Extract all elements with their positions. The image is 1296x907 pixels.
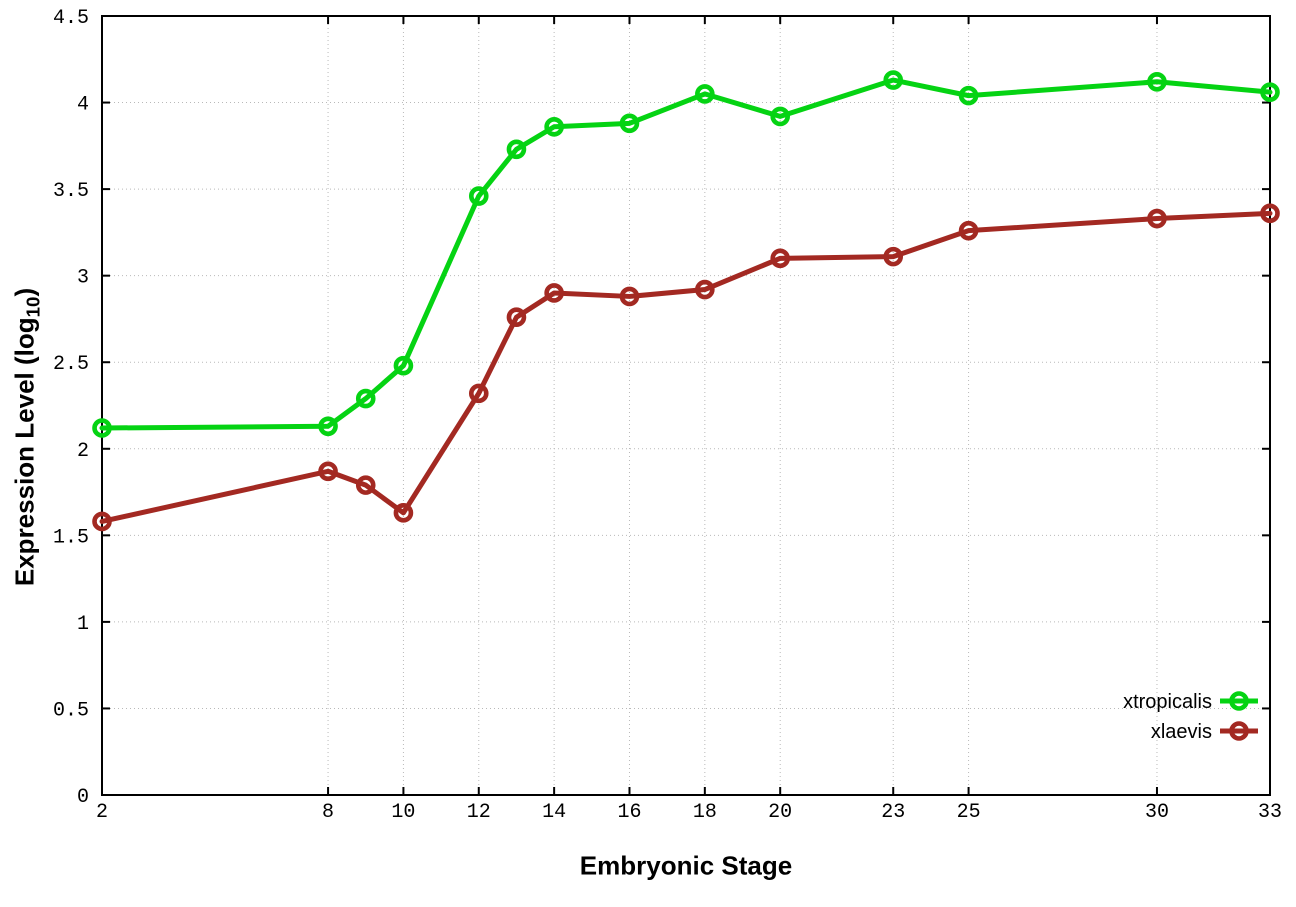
x-tick-label: 30	[1145, 801, 1169, 824]
data-point-xtropicalis	[883, 70, 904, 90]
data-point-xtropicalis	[770, 106, 790, 127]
data-point-xlaevis	[393, 503, 414, 523]
data-point-xtropicalis	[1260, 82, 1280, 102]
x-tick-label: 10	[391, 801, 415, 824]
x-tick-label: 16	[617, 801, 641, 824]
data-point-xlaevis	[1260, 203, 1280, 224]
data-point-xlaevis	[695, 279, 715, 300]
data-point-xtropicalis	[1147, 71, 1167, 92]
data-point-xtropicalis	[393, 355, 414, 376]
data-point-xtropicalis	[468, 186, 489, 206]
data-point-xtropicalis	[619, 113, 640, 134]
x-tick-label: 18	[693, 801, 717, 824]
data-point-xlaevis	[355, 475, 376, 495]
data-point-xlaevis	[619, 286, 640, 307]
y-tick-label: 2.5	[53, 353, 89, 376]
y-axis-title: Expression Level (log10)	[9, 288, 44, 586]
y-tick-label: 1	[77, 613, 89, 636]
x-tick-label: 8	[322, 801, 334, 824]
data-point-xlaevis	[544, 283, 564, 303]
x-tick-label: 14	[542, 801, 566, 824]
x-axis-title: Embryonic Stage	[579, 850, 793, 881]
data-point-xtropicalis	[506, 139, 527, 160]
data-point-xlaevis	[506, 307, 527, 328]
plot-border	[101, 15, 1271, 796]
data-point-xlaevis	[770, 248, 790, 269]
data-point-xlaevis	[958, 220, 979, 241]
y-tick-label: 2	[77, 440, 89, 463]
x-tick-label: 23	[881, 801, 905, 824]
x-tick-label: 33	[1258, 801, 1282, 824]
x-tick-label: 2	[96, 801, 108, 824]
y-tick-label: 1.5	[53, 526, 89, 549]
y-axis-title-text: Expression Level (log	[9, 317, 40, 587]
y-tick-label: 0.5	[53, 699, 89, 722]
y-tick-label: 0	[77, 786, 89, 809]
y-tick-label: 3.5	[53, 180, 89, 203]
legend-label-xlaevis: xlaevis	[1151, 721, 1212, 743]
legend-marker-xtropicalis	[1229, 691, 1249, 711]
legend-label-xtropicalis: xtropicalis	[1123, 691, 1212, 713]
data-point-xlaevis	[1147, 208, 1167, 229]
series-line-xtropicalis	[99, 77, 1273, 431]
data-point-xlaevis	[883, 246, 904, 267]
x-tick-label: 12	[467, 801, 491, 824]
data-point-xtropicalis	[92, 418, 112, 438]
data-point-xtropicalis	[958, 85, 979, 106]
data-point-xtropicalis	[355, 388, 376, 409]
data-point-xlaevis	[468, 383, 489, 404]
data-point-xtropicalis	[544, 116, 564, 137]
y-axis-title-subscript: 10	[22, 296, 44, 318]
data-point-xtropicalis	[695, 84, 715, 104]
y-tick-label: 4	[77, 94, 89, 117]
y-tick-label: 4.5	[53, 7, 89, 30]
data-point-xlaevis	[318, 461, 338, 482]
series-line-xlaevis	[99, 210, 1273, 524]
x-tick-label: 25	[957, 801, 981, 824]
legend-marker-xlaevis	[1229, 721, 1249, 741]
y-axis-title-close: )	[9, 287, 40, 297]
y-tick-label: 3	[77, 267, 89, 290]
x-tick-label: 20	[768, 801, 792, 824]
data-point-xlaevis	[92, 511, 112, 532]
data-point-xtropicalis	[318, 416, 338, 437]
